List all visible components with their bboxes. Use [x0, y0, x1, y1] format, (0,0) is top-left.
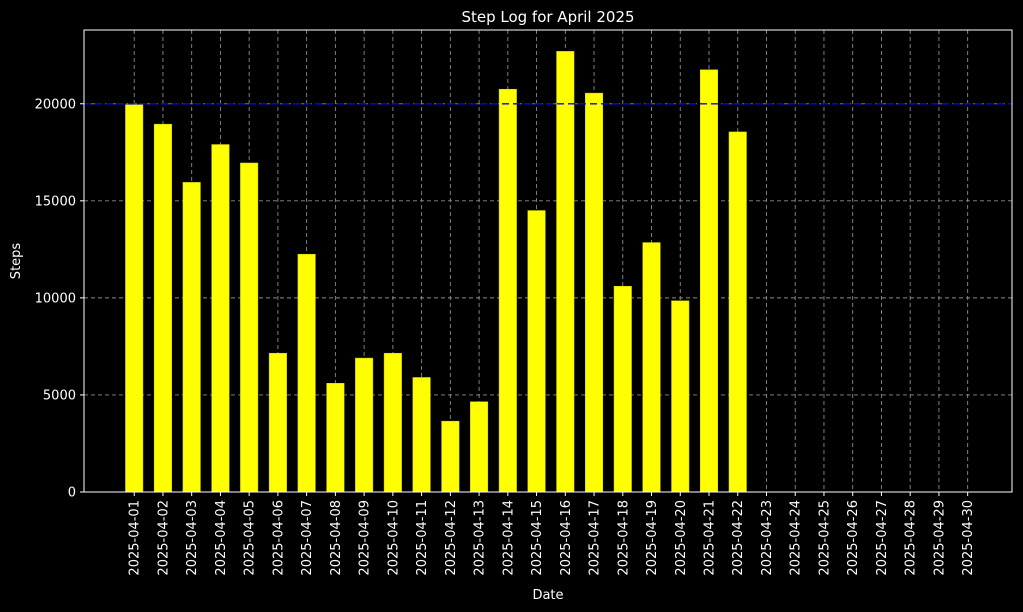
x-tick-label: 2025-04-06 [271, 500, 286, 576]
bar [556, 51, 575, 493]
bar [498, 88, 517, 493]
bar [326, 383, 345, 493]
x-tick-label: 2025-04-11 [415, 500, 430, 576]
plot-frame [83, 29, 1013, 493]
bar [671, 300, 690, 493]
x-tick-label: 2025-04-25 [817, 500, 832, 576]
x-tick-label: 2025-04-18 [616, 500, 631, 576]
bar [240, 162, 259, 493]
x-tick-label: 2025-04-23 [760, 500, 775, 576]
x-tick-label: 2025-04-19 [645, 500, 660, 576]
bar [700, 69, 718, 493]
y-tick-label: 15000 [35, 194, 76, 209]
bar [355, 357, 374, 493]
x-tick-label: 2025-04-29 [932, 500, 947, 576]
x-tick-label: 2025-04-16 [559, 500, 574, 576]
bar [642, 242, 661, 493]
x-tick-label: 2025-04-17 [588, 500, 603, 576]
x-tick-label: 2025-04-14 [501, 500, 516, 576]
x-tick-label: 2025-04-05 [243, 500, 258, 576]
bar [268, 352, 287, 493]
x-axis-label: Date [532, 588, 563, 603]
x-tick-label: 2025-04-24 [789, 500, 804, 576]
y-tick-label: 10000 [35, 291, 76, 306]
x-tick-label: 2025-04-13 [473, 500, 488, 576]
x-tick-label: 2025-04-10 [386, 500, 401, 576]
x-tick-label: 2025-04-15 [530, 500, 545, 576]
x-tick-label: 2025-04-01 [128, 500, 143, 576]
tick-labels: 0 5000 10000 15000 20000 2025-04-01 2025-04-02… [35, 97, 977, 575]
x-tick-label: 2025-04-02 [156, 500, 171, 576]
x-tick-label: 2025-04-07 [300, 500, 315, 576]
x-tick-label: 2025-04-08 [329, 500, 344, 576]
bar [297, 253, 316, 493]
bar [211, 144, 230, 493]
bar [470, 401, 489, 493]
x-tick-label: 2025-04-22 [731, 500, 746, 576]
bar [728, 131, 747, 493]
x-tick-label: 2025-04-30 [961, 500, 976, 576]
x-tick-label: 2025-04-21 [703, 500, 718, 576]
y-tick-label: 5000 [43, 388, 76, 403]
bar [613, 285, 632, 493]
y-tick-label: 0 [68, 486, 76, 501]
x-tick-label: 2025-04-27 [875, 500, 890, 576]
bar [441, 420, 460, 493]
chart-title: Step Log for April 2025 [461, 8, 634, 26]
y-axis-label: Steps [9, 243, 24, 280]
bar [585, 92, 604, 493]
x-tick-label: 2025-04-20 [674, 500, 689, 576]
bar [383, 352, 402, 493]
x-tick-label: 2025-04-03 [185, 500, 200, 576]
bars [125, 51, 747, 493]
x-tick-label: 2025-04-28 [904, 500, 919, 576]
y-tick-label: 20000 [35, 97, 76, 112]
bar [125, 104, 144, 493]
x-tick-label: 2025-04-09 [358, 500, 373, 576]
bar [527, 210, 546, 493]
bar [182, 182, 201, 493]
bar [153, 123, 172, 493]
x-tick-label: 2025-04-26 [846, 500, 861, 576]
bar [412, 377, 431, 493]
x-tick-label: 2025-04-12 [444, 500, 459, 576]
x-tick-label: 2025-04-04 [214, 500, 229, 576]
axes [80, 29, 1013, 496]
